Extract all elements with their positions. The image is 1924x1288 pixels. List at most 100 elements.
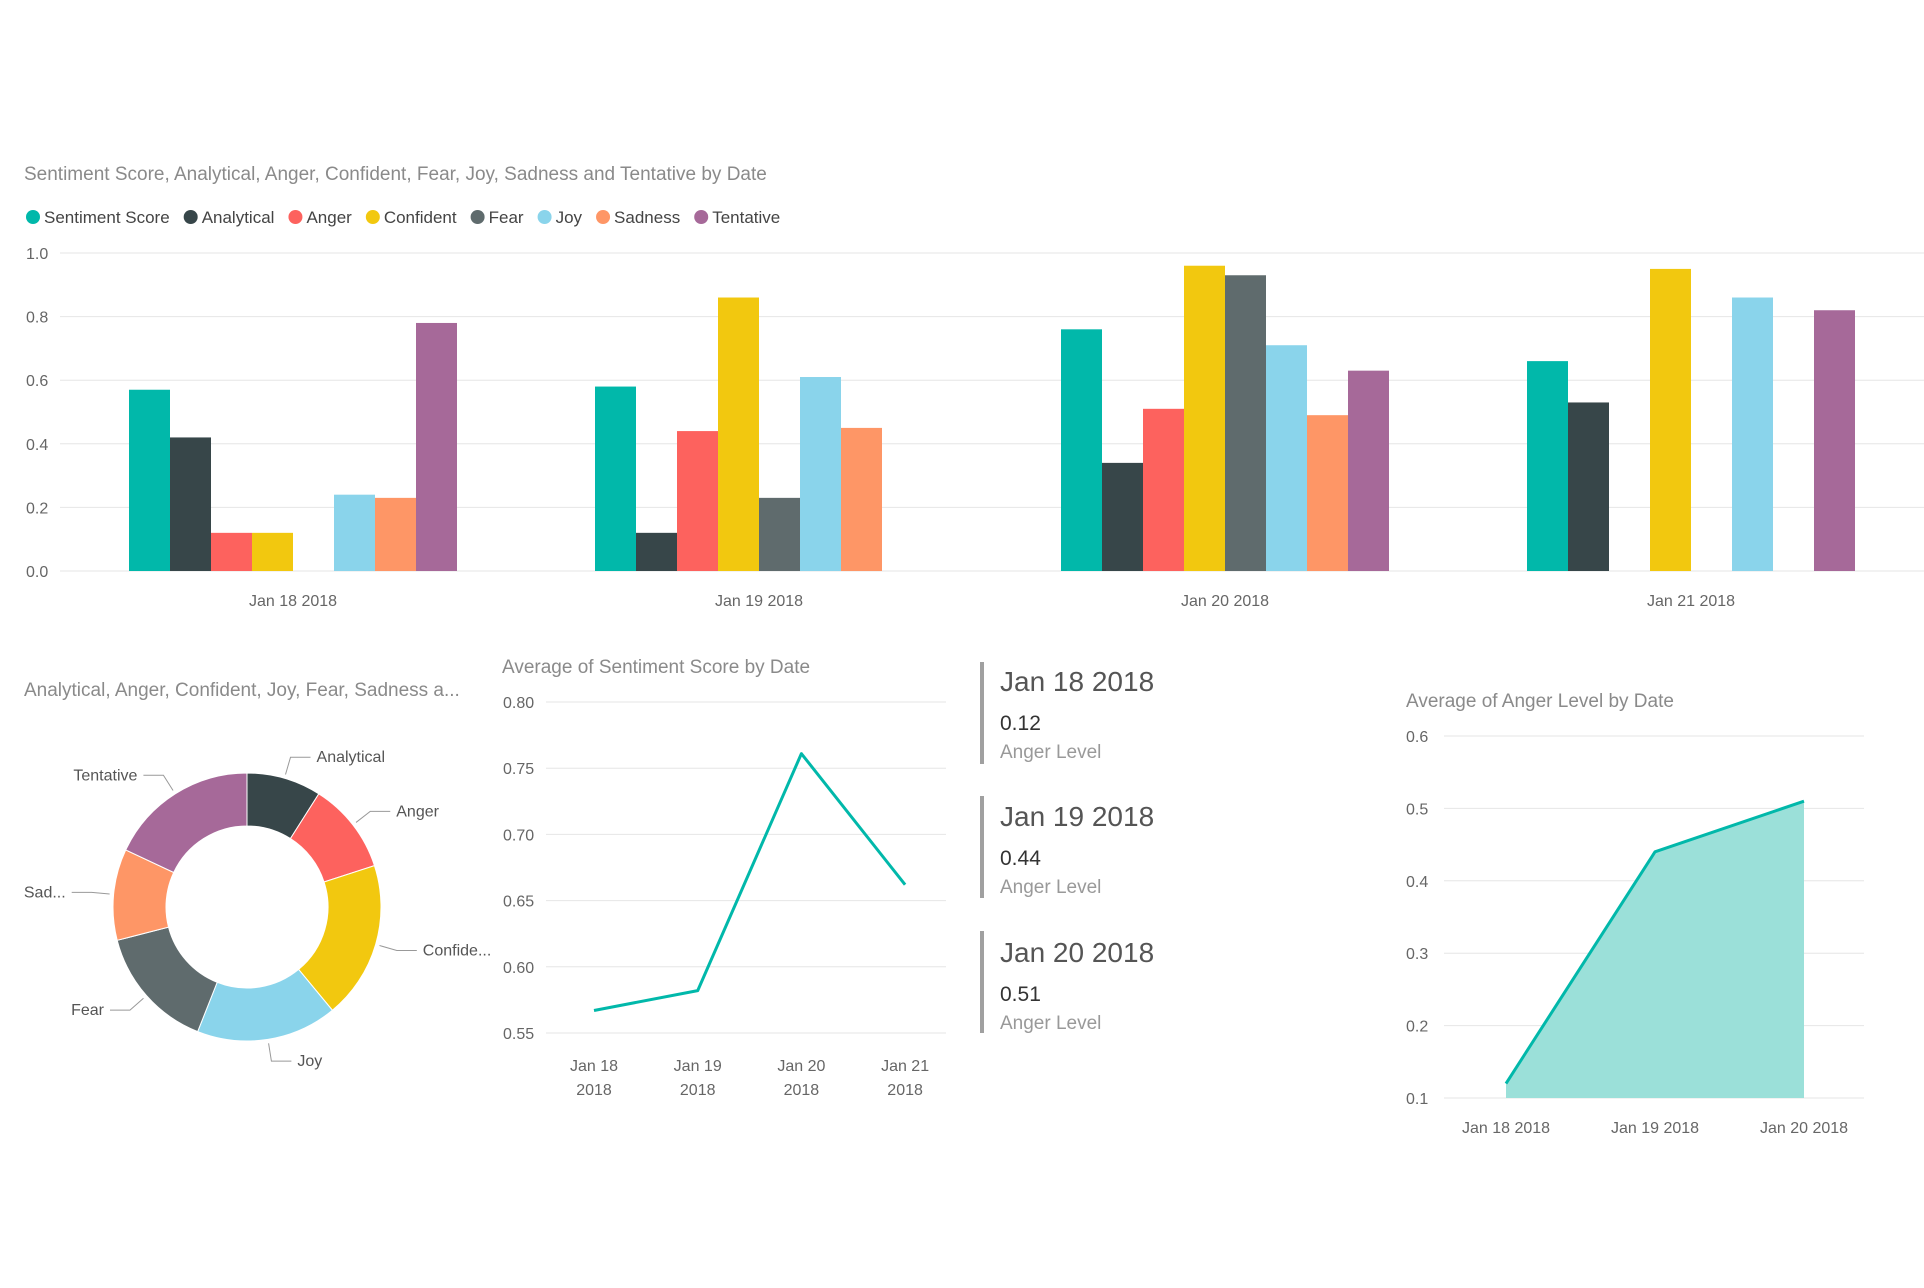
bar-fear-jan-19-2018[interactable]: [759, 497, 800, 571]
card-3-label: Anger Level: [1000, 1013, 1101, 1034]
bar-chart-x-axis: Jan 18 2018 Jan 19 2018 Jan 20 2018 Jan 21 …: [249, 593, 1735, 610]
bar-analytical-jan-19-2018[interactable]: [636, 532, 677, 571]
bar-analytical-jan-20-2018[interactable]: [1102, 462, 1143, 571]
donut-leader-sadness: [71, 891, 110, 895]
bar-sadness-jan-18-2018[interactable]: [375, 497, 416, 571]
bar-sadness-jan-19-2018[interactable]: [841, 427, 882, 571]
bar-joy-jan-20-2018[interactable]: [1266, 345, 1307, 571]
line-x-tick-year: 2018: [887, 1082, 923, 1099]
bar-y-tick: 0.2: [26, 500, 48, 517]
bar-y-tick: 0.0: [26, 564, 48, 581]
bar-tentative-jan-21-2018[interactable]: [1814, 310, 1855, 571]
legend-label-tentative[interactable]: Tentative: [712, 208, 780, 227]
area-y-tick: 0.4: [1406, 874, 1428, 891]
donut-label-sadness: Sad...: [24, 884, 66, 901]
legend-marker-anger[interactable]: [288, 210, 303, 224]
donut-label-fear: Fear: [71, 1002, 105, 1019]
line-chart-gridlines: [546, 701, 946, 1034]
anger-area-chart[interactable]: Average of Anger Level by Date 0.1 0.2 0.3…: [1406, 691, 1864, 1137]
donut-slice-fear[interactable]: [116, 926, 218, 1033]
bar-chart[interactable]: Sentiment Score, Analytical, Anger, Conf…: [24, 164, 1924, 610]
sentiment-line[interactable]: [593, 752, 907, 1012]
bar-joy-jan-21-2018[interactable]: [1732, 297, 1773, 571]
donut-slices[interactable]: [112, 772, 382, 1042]
bar-anger-jan-19-2018[interactable]: [677, 431, 718, 571]
area-chart-series[interactable]: [1504, 799, 1805, 1098]
donut-label-joy: Joy: [297, 1053, 322, 1070]
legend-label-sentiment-score[interactable]: Sentiment Score: [44, 208, 170, 227]
bar-sentiment-score-jan-21-2018[interactable]: [1527, 361, 1568, 571]
area-x-tick: Jan 20 2018: [1760, 1120, 1848, 1137]
bar-anger-jan-20-2018[interactable]: [1143, 408, 1184, 571]
sentiment-point-1[interactable]: [588, 1004, 600, 1016]
line-x-tick-month: Jan 18: [570, 1058, 618, 1075]
bar-confident-jan-18-2018[interactable]: [252, 532, 293, 571]
bar-sentiment-score-jan-19-2018[interactable]: [595, 386, 636, 571]
bar-sentiment-score-jan-18-2018[interactable]: [129, 389, 170, 571]
bar-y-tick: 0.8: [26, 310, 48, 327]
legend-marker-tentative[interactable]: [694, 210, 709, 224]
donut-leader-joy: [268, 1043, 292, 1062]
area-chart-title: Average of Anger Level by Date: [1406, 691, 1674, 712]
card-2[interactable]: Jan 19 2018 0.44 Anger Level: [980, 796, 1154, 898]
area-chart-y-axis: 0.1 0.2 0.3 0.4 0.5 0.6: [1406, 729, 1428, 1108]
card-2-label: Anger Level: [1000, 877, 1101, 898]
legend-label-sadness[interactable]: Sadness: [614, 208, 680, 227]
legend-marker-sentiment-score[interactable]: [26, 210, 40, 224]
anger-area-line[interactable]: [1504, 799, 1805, 1085]
bar-confident-jan-20-2018[interactable]: [1184, 265, 1225, 571]
legend-marker-sadness[interactable]: [596, 210, 611, 224]
bar-chart-legend[interactable]: Sentiment Score Analytical Anger Confident F…: [26, 208, 780, 227]
donut-chart-title: Analytical, Anger, Confident, Joy, Fear,…: [24, 680, 460, 701]
legend-label-confident[interactable]: Confident: [384, 208, 457, 227]
line-x-tick-month: Jan 21: [881, 1058, 929, 1075]
legend-marker-analytical[interactable]: [183, 210, 198, 224]
card-1-label: Anger Level: [1000, 742, 1101, 763]
legend-marker-fear[interactable]: [470, 210, 485, 224]
bar-fear-jan-20-2018[interactable]: [1225, 275, 1266, 571]
legend-label-fear[interactable]: Fear: [489, 208, 524, 227]
donut-chart[interactable]: Analytical, Anger, Confident, Joy, Fear,…: [24, 680, 491, 1070]
bar-sadness-jan-20-2018[interactable]: [1307, 415, 1348, 571]
bar-confident-jan-19-2018[interactable]: [718, 297, 759, 571]
line-y-tick: 0.75: [503, 761, 534, 778]
bar-joy-jan-19-2018[interactable]: [800, 377, 841, 571]
legend-marker-joy[interactable]: [537, 210, 552, 224]
anger-cards[interactable]: Jan 18 2018 0.12 Anger Level Jan 19 2018…: [980, 662, 1154, 1034]
anger-area-fill: [1506, 801, 1804, 1098]
donut-label-analytical: Analytical: [317, 749, 385, 766]
donut-slice-tentative[interactable]: [125, 772, 248, 874]
donut-leader-confident: [379, 945, 417, 952]
card-1[interactable]: Jan 18 2018 0.12 Anger Level: [980, 662, 1154, 764]
donut-label-anger: Anger: [396, 803, 439, 820]
bar-tentative-jan-20-2018[interactable]: [1348, 370, 1389, 571]
line-x-tick-year: 2018: [680, 1082, 716, 1099]
bar-confident-jan-21-2018[interactable]: [1650, 268, 1691, 571]
line-chart-y-axis: 0.55 0.60 0.65 0.70 0.75 0.80: [503, 695, 534, 1043]
bar-joy-jan-18-2018[interactable]: [334, 494, 375, 571]
sentiment-point-4[interactable]: [899, 879, 911, 891]
card-2-date: Jan 19 2018: [1000, 801, 1154, 832]
sentiment-line-chart[interactable]: Average of Sentiment Score by Date 0.550…: [502, 657, 946, 1099]
bar-analytical-jan-21-2018[interactable]: [1568, 402, 1609, 571]
line-x-tick-month: Jan 20: [777, 1058, 825, 1075]
bar-x-tick: Jan 20 2018: [1181, 593, 1269, 610]
line-chart-series[interactable]: [588, 748, 911, 1017]
bar-analytical-jan-18-2018[interactable]: [170, 437, 211, 571]
legend-marker-confident[interactable]: [365, 210, 380, 224]
legend-label-anger[interactable]: Anger: [306, 208, 352, 227]
legend-label-analytical[interactable]: Analytical: [202, 208, 275, 227]
bar-y-tick: 1.0: [26, 246, 48, 263]
bar-chart-bars[interactable]: [129, 265, 1855, 571]
bar-sentiment-score-jan-20-2018[interactable]: [1061, 329, 1102, 571]
card-3[interactable]: Jan 20 2018 0.51 Anger Level: [980, 931, 1154, 1034]
line-x-tick-year: 2018: [576, 1082, 612, 1099]
line-y-tick: 0.55: [503, 1026, 534, 1043]
bar-tentative-jan-18-2018[interactable]: [416, 322, 457, 571]
legend-label-joy[interactable]: Joy: [556, 208, 583, 227]
bar-anger-jan-18-2018[interactable]: [211, 532, 252, 571]
sentiment-point-2[interactable]: [692, 985, 704, 997]
bar-chart-y-axis: 0.0 0.2 0.4 0.6 0.8 1.0: [26, 246, 48, 581]
card-2-accent: [980, 796, 984, 898]
sentiment-point-3[interactable]: [795, 748, 807, 760]
